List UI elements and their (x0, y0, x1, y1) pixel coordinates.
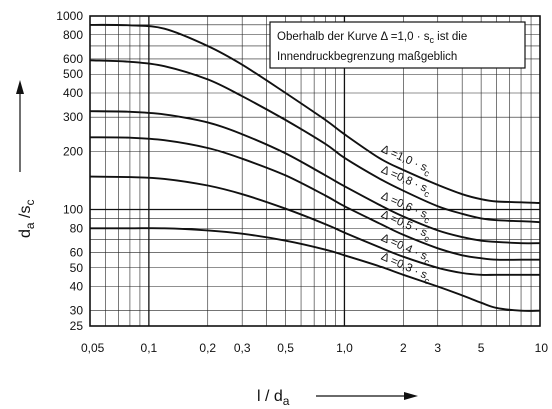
y-tick-label: 25 (70, 319, 84, 333)
y-tick-label: 30 (70, 304, 84, 318)
curve-label-sub: c (423, 256, 432, 267)
y-label-mid: /s (17, 206, 34, 223)
annotation-line-1-sub: c (429, 35, 434, 45)
x-tick-labels: 0,05 0,1 0,2 0,3 0,5 1,0 2 3 5 10 (81, 341, 548, 355)
curve-label-sub: c (423, 275, 432, 286)
x-tick-label: 5 (478, 341, 485, 355)
curve-1 (89, 59, 541, 224)
x-tick-label: 2 (400, 341, 407, 355)
x-tick-label: 0,2 (199, 341, 216, 355)
y-axis-label-group: da /sc (17, 200, 37, 238)
annotation-line-1-tail: ist die (434, 31, 467, 43)
curve-3 (89, 136, 540, 261)
x-label-sub: a (283, 394, 290, 408)
y-tick-label: 800 (63, 28, 83, 42)
annotation-box-frame (269, 21, 526, 69)
annotation-line-1-text: Oberhalb der Kurve Δ =1,0 · s (277, 31, 430, 43)
y-tick-label: 60 (70, 245, 84, 259)
y-tick-label: 600 (63, 52, 83, 66)
curve-labels: Δ =1,0 · scΔ =0,8 · scΔ =0,6 · scΔ =0,5 … (379, 143, 432, 286)
curve-label-sub: c (423, 188, 432, 199)
annotation-line-1: Oberhalb der Kurve Δ =1,0 · sc ist die (277, 31, 467, 45)
y-tick-label: 50 (70, 261, 84, 275)
y-tick-label: 1000 (56, 9, 83, 23)
y-axis-arrow (16, 80, 24, 172)
y-label-sub1: a (23, 222, 37, 229)
curve-group (89, 23, 541, 312)
annotation-line-2: Innendruckbegrenzung maßgeblich (277, 51, 457, 63)
curve-2 (89, 110, 541, 245)
x-tick-label: 0,5 (277, 341, 294, 355)
curve-label-sub: c (423, 233, 432, 244)
x-tick-label: 1,0 (336, 341, 353, 355)
x-axis-arrow (316, 392, 418, 400)
x-tick-label: 10 (535, 341, 549, 355)
y-label-main: d (17, 229, 34, 238)
y-tick-label: 40 (70, 280, 84, 294)
x-axis-label: l / da (257, 388, 290, 408)
y-tick-label: 400 (63, 86, 83, 100)
y-axis-label: da /sc (17, 200, 37, 238)
curve-label-sub: c (423, 168, 432, 179)
y-tick-label: 300 (63, 110, 83, 124)
y-tick-label: 200 (63, 144, 83, 158)
x-tick-label: 0,05 (81, 341, 105, 355)
curve-0 (89, 23, 541, 204)
x-tick-label: 3 (434, 341, 441, 355)
curve-label-sub: c (423, 215, 432, 226)
curve-5 (89, 227, 541, 312)
curve-4 (89, 175, 540, 276)
annotation-box: Oberhalb der Kurve Δ =1,0 · sc ist die I… (269, 21, 526, 69)
x-tick-label: 0,1 (141, 341, 158, 355)
y-tick-label: 500 (63, 67, 83, 81)
y-label-sub2: c (23, 200, 37, 206)
y-tick-label: 100 (63, 203, 83, 217)
plot-frame (89, 15, 541, 327)
y-tick-label: 80 (70, 221, 84, 235)
x-label-main: l / d (257, 388, 283, 405)
x-tick-label: 0,3 (234, 341, 251, 355)
